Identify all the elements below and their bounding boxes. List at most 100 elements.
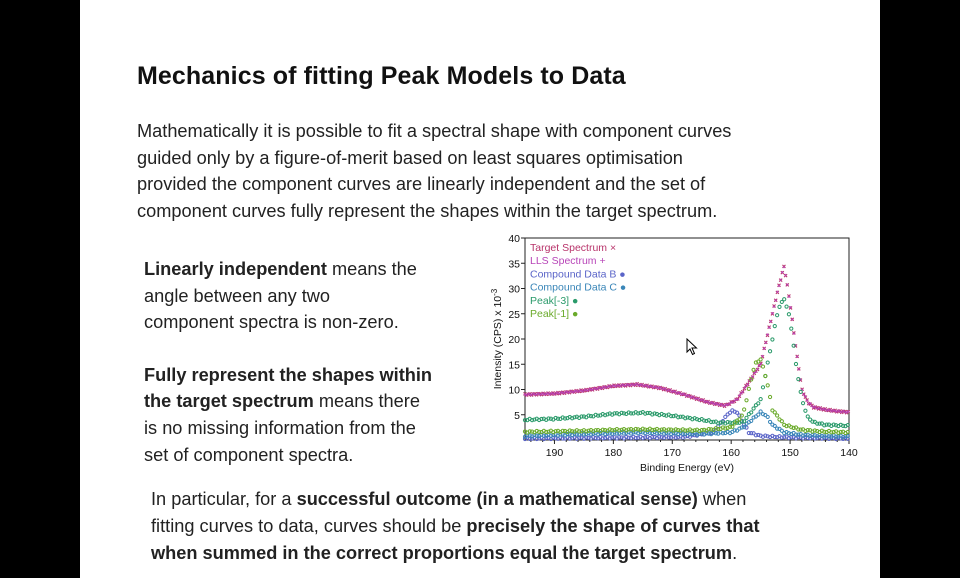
data-point — [760, 385, 766, 390]
data-point — [786, 312, 792, 317]
data-point — [765, 414, 770, 420]
data-point — [666, 427, 671, 432]
data-point — [610, 428, 615, 433]
data-point — [704, 431, 709, 436]
data-point — [553, 429, 558, 434]
data-point — [602, 385, 606, 388]
data-point — [779, 435, 784, 440]
data-point — [532, 432, 537, 438]
data-point — [584, 429, 589, 434]
data-point — [822, 429, 827, 434]
data-point — [710, 401, 713, 404]
data-point — [756, 401, 761, 406]
data-point — [567, 432, 572, 437]
data-point — [657, 386, 660, 390]
data-point — [798, 389, 803, 395]
data-point — [784, 424, 789, 429]
data-point — [593, 435, 598, 441]
data-point — [726, 403, 730, 407]
data-point — [713, 402, 716, 406]
data-point — [742, 407, 747, 412]
term-linearly-independent: Linearly independent — [144, 259, 327, 279]
data-point — [815, 436, 820, 441]
data-point — [739, 413, 744, 418]
data-point — [795, 355, 799, 358]
y-tick-label: 15 — [508, 359, 520, 371]
data-point — [553, 393, 556, 396]
data-point — [842, 409, 845, 413]
data-point — [847, 410, 850, 413]
data-point — [605, 412, 610, 417]
data-point — [798, 427, 803, 432]
data-point — [624, 384, 627, 387]
data-point — [540, 392, 543, 396]
data-point — [692, 395, 695, 398]
data-point — [541, 392, 545, 395]
y-tick-label: 30 — [508, 284, 520, 296]
y-tick-label: 5 — [514, 410, 520, 422]
data-point — [637, 384, 641, 387]
data-point — [751, 431, 756, 436]
data-point — [789, 326, 794, 331]
data-point — [614, 385, 617, 388]
data-point — [633, 426, 638, 432]
intro-paragraph: Mathematically it is possible to fit a s… — [137, 118, 857, 225]
data-point — [737, 413, 742, 418]
data-point — [581, 414, 587, 419]
data-point — [525, 393, 528, 397]
data-point — [645, 384, 649, 387]
data-point — [553, 415, 558, 421]
data-point — [655, 386, 659, 389]
data-point — [659, 435, 664, 440]
slide: Mechanics of fitting Peak Models to Data… — [80, 0, 880, 578]
data-point — [756, 432, 761, 438]
data-point — [577, 429, 582, 434]
data-point — [567, 436, 572, 441]
data-point — [729, 400, 733, 404]
data-point — [742, 419, 747, 424]
data-point — [699, 428, 704, 433]
data-point — [753, 360, 759, 365]
data-point — [810, 419, 815, 424]
data-point — [826, 434, 832, 439]
data-point — [833, 434, 839, 439]
data-point — [671, 414, 676, 419]
data-point — [746, 430, 751, 436]
data-point — [593, 428, 598, 433]
data-point — [659, 427, 664, 432]
data-point — [643, 427, 648, 432]
data-point — [845, 422, 850, 428]
data-point — [754, 370, 758, 374]
data-point — [725, 403, 728, 406]
x-tick-label: 150 — [781, 447, 799, 459]
data-point — [670, 390, 674, 394]
data-point — [677, 391, 680, 394]
data-point — [680, 393, 683, 396]
data-point — [830, 410, 833, 413]
data-point — [831, 429, 836, 435]
data-point — [739, 425, 744, 430]
data-point — [749, 418, 754, 424]
data-point — [650, 385, 654, 388]
data-point — [732, 421, 737, 426]
data-point — [805, 414, 810, 419]
data-point — [723, 404, 726, 407]
data-point — [771, 311, 774, 315]
data-point — [560, 428, 565, 433]
data-point — [803, 408, 808, 413]
data-point — [836, 430, 841, 435]
data-point — [694, 432, 700, 437]
data-point — [683, 416, 688, 421]
data-point — [558, 392, 561, 395]
data-point — [584, 388, 588, 392]
data-point — [832, 408, 835, 412]
data-point — [781, 271, 784, 274]
data-point — [764, 341, 768, 344]
data-point — [683, 428, 688, 433]
data-point — [833, 423, 839, 428]
data-point — [544, 435, 549, 441]
data-point — [617, 435, 622, 440]
data-point — [543, 393, 546, 396]
data-point — [529, 417, 535, 423]
data-point — [777, 284, 781, 288]
